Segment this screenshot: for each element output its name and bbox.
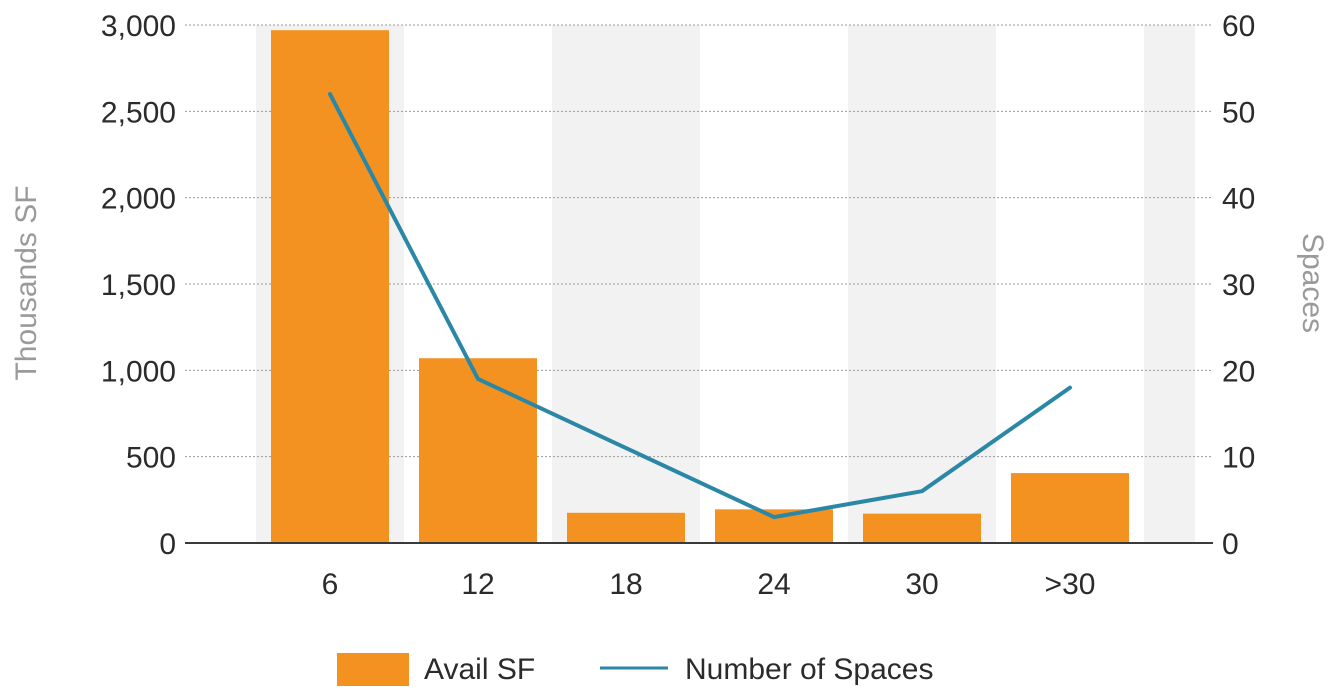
x-tick-label: 30 bbox=[905, 568, 938, 601]
y2-tick-label: 10 bbox=[1222, 442, 1255, 475]
y-tick-label: 1,000 bbox=[101, 355, 176, 388]
y-tick-label: 2,500 bbox=[101, 96, 176, 129]
bar-avail-sf-gt30 bbox=[1011, 473, 1129, 543]
y-tick-label: 0 bbox=[159, 528, 176, 561]
y-tick-label: 3,000 bbox=[101, 10, 176, 43]
x-tick-label: 12 bbox=[461, 568, 494, 601]
y-tick-label: 500 bbox=[126, 442, 176, 475]
x-tick-label: >30 bbox=[1045, 568, 1096, 601]
x-tick-label: 24 bbox=[757, 568, 790, 601]
y2-tick-label: 60 bbox=[1222, 10, 1255, 43]
y2-tick-label: 50 bbox=[1222, 96, 1255, 129]
y-tick-label: 2,000 bbox=[101, 183, 176, 216]
bar-avail-sf-24 bbox=[715, 509, 833, 543]
legend-swatch-avail-sf bbox=[337, 653, 409, 686]
y-axis-right-title: Spaces bbox=[1296, 233, 1329, 333]
legend-label-avail-sf: Avail SF bbox=[424, 653, 535, 686]
legend-label-number-of-spaces: Number of Spaces bbox=[685, 653, 933, 686]
bar-avail-sf-30 bbox=[863, 513, 981, 543]
y2-tick-label: 40 bbox=[1222, 183, 1255, 216]
x-tick-label: 18 bbox=[609, 568, 642, 601]
line-series-number-of-spaces bbox=[328, 92, 1072, 520]
x-axis-ticks: 6 12 18 24 30 >30 bbox=[322, 568, 1096, 601]
y-tick-label: 1,500 bbox=[101, 269, 176, 302]
x-tick-label: 6 bbox=[322, 568, 339, 601]
y2-tick-label: 0 bbox=[1222, 528, 1239, 561]
y2-tick-label: 30 bbox=[1222, 269, 1255, 302]
bar-series-avail-sf bbox=[271, 30, 1129, 544]
bar-avail-sf-6 bbox=[271, 30, 389, 544]
y2-tick-label: 20 bbox=[1222, 355, 1255, 388]
y-axis-left-title: Thousands SF bbox=[10, 185, 43, 380]
y-axis-right-ticks: 0 10 20 30 40 50 60 bbox=[1222, 10, 1255, 561]
legend: Avail SF Number of Spaces bbox=[337, 653, 933, 686]
bar-avail-sf-12 bbox=[419, 358, 537, 543]
bar-avail-sf-18 bbox=[567, 512, 685, 543]
gridlines bbox=[185, 24, 1213, 458]
y-axis-left-ticks: 0 500 1,000 1,500 2,000 2,500 3,000 bbox=[101, 10, 176, 561]
line-number-of-spaces bbox=[328, 92, 1072, 520]
